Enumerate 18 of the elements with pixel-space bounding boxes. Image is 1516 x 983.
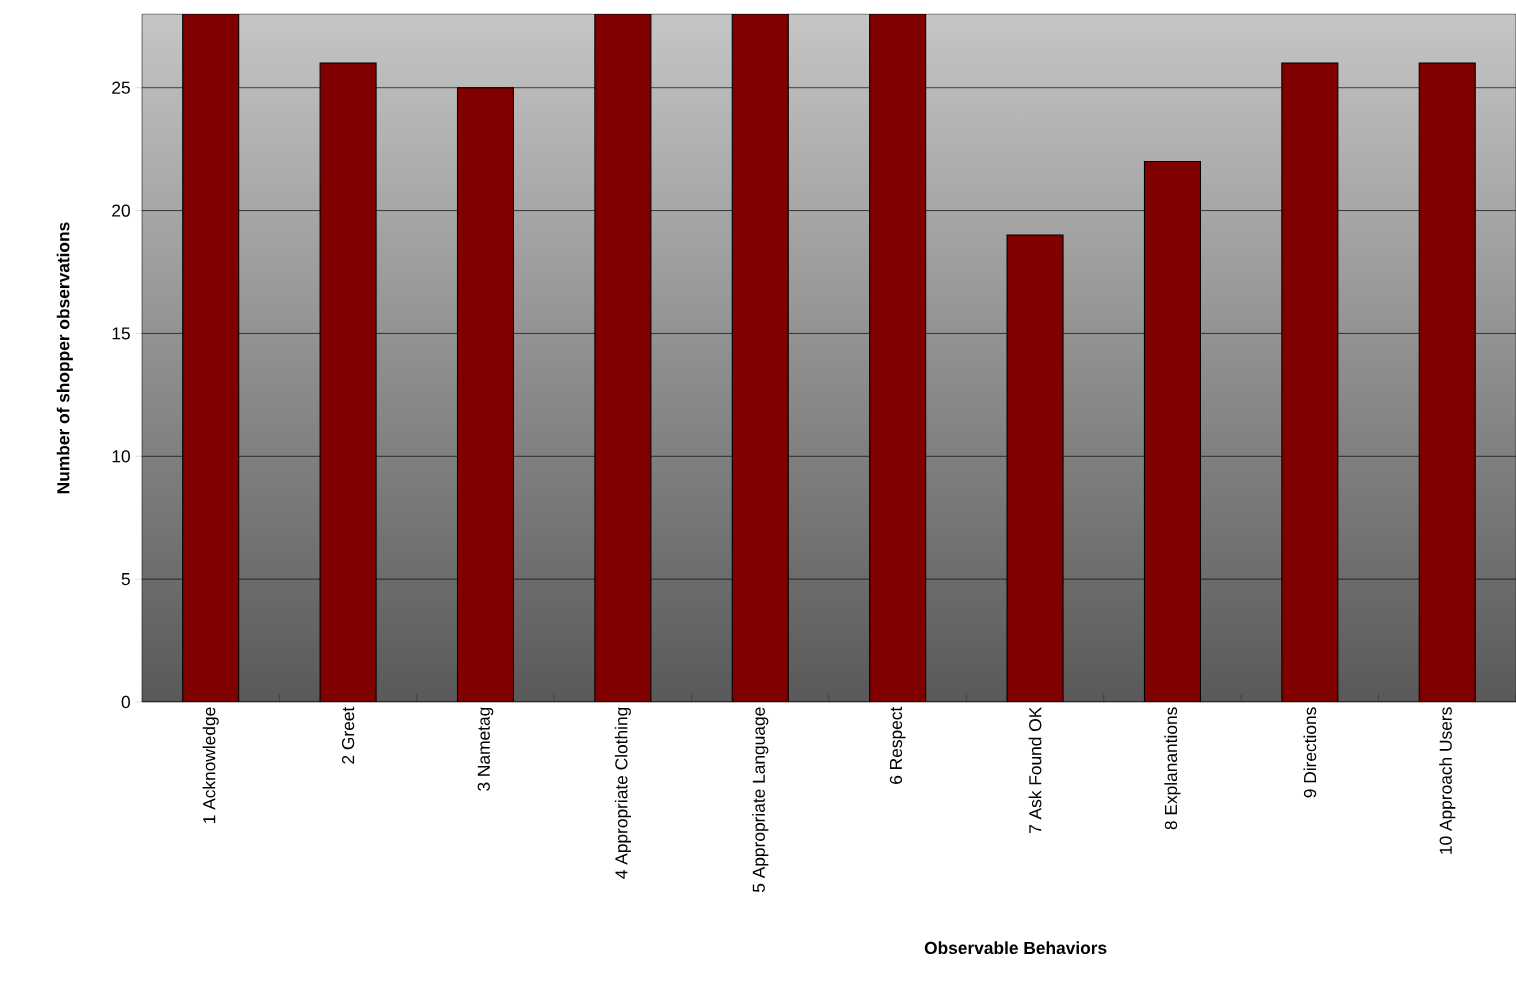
y-tick-label: 15 [112,327,130,340]
x-tick-label: 5 Appropriate Language [752,707,769,893]
x-tick-label: 9 Directions [1303,707,1317,798]
x-tick-label: 10 Approach Users [1439,707,1456,854]
x-tick-label: 8 Explanantions [1164,707,1181,830]
x-tick-label: 3 Nametag [477,707,494,791]
y-axis-title: Number of shopper observations [56,222,73,494]
y-tick-label: 5 [121,573,130,586]
y-tick-label: 20 [112,204,130,217]
y-tick-label: 10 [112,450,130,463]
x-axis-title: Observable Behaviors [924,941,1107,955]
y-tick-label: 0 [121,695,130,709]
y-tick-label: 25 [112,81,130,94]
x-tick-label: 1 Acknowledge [202,707,219,823]
x-tick-label: 2 Greet [341,706,355,764]
x-tick-label: 4 Appropriate Clothing [614,707,631,879]
x-tick-label: 6 Respect [889,706,906,784]
x-tick-label: 7 Ask Found OK [1028,706,1042,833]
